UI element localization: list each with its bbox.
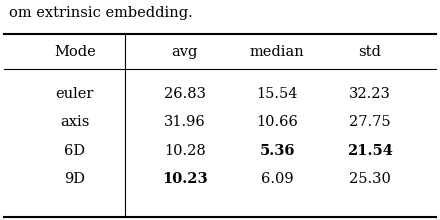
Text: 21.54: 21.54 <box>347 144 392 158</box>
Text: 6D: 6D <box>64 144 85 158</box>
Text: 32.23: 32.23 <box>348 86 391 101</box>
Text: 27.75: 27.75 <box>349 115 390 129</box>
Text: Mode: Mode <box>54 45 95 59</box>
Text: median: median <box>250 45 304 59</box>
Text: om extrinsic embedding.: om extrinsic embedding. <box>9 6 193 20</box>
Text: 5.36: 5.36 <box>260 144 295 158</box>
Text: 10.28: 10.28 <box>164 144 205 158</box>
Text: euler: euler <box>55 86 94 101</box>
Text: 26.83: 26.83 <box>164 86 206 101</box>
Text: std: std <box>358 45 381 59</box>
Text: 31.96: 31.96 <box>164 115 205 129</box>
Text: avg: avg <box>172 45 198 59</box>
Text: 25.30: 25.30 <box>348 172 391 186</box>
Text: 15.54: 15.54 <box>257 86 298 101</box>
Text: 9D: 9D <box>64 172 85 186</box>
Text: 6.09: 6.09 <box>261 172 293 186</box>
Text: 10.23: 10.23 <box>162 172 208 186</box>
Text: 10.66: 10.66 <box>256 115 298 129</box>
Text: axis: axis <box>60 115 89 129</box>
